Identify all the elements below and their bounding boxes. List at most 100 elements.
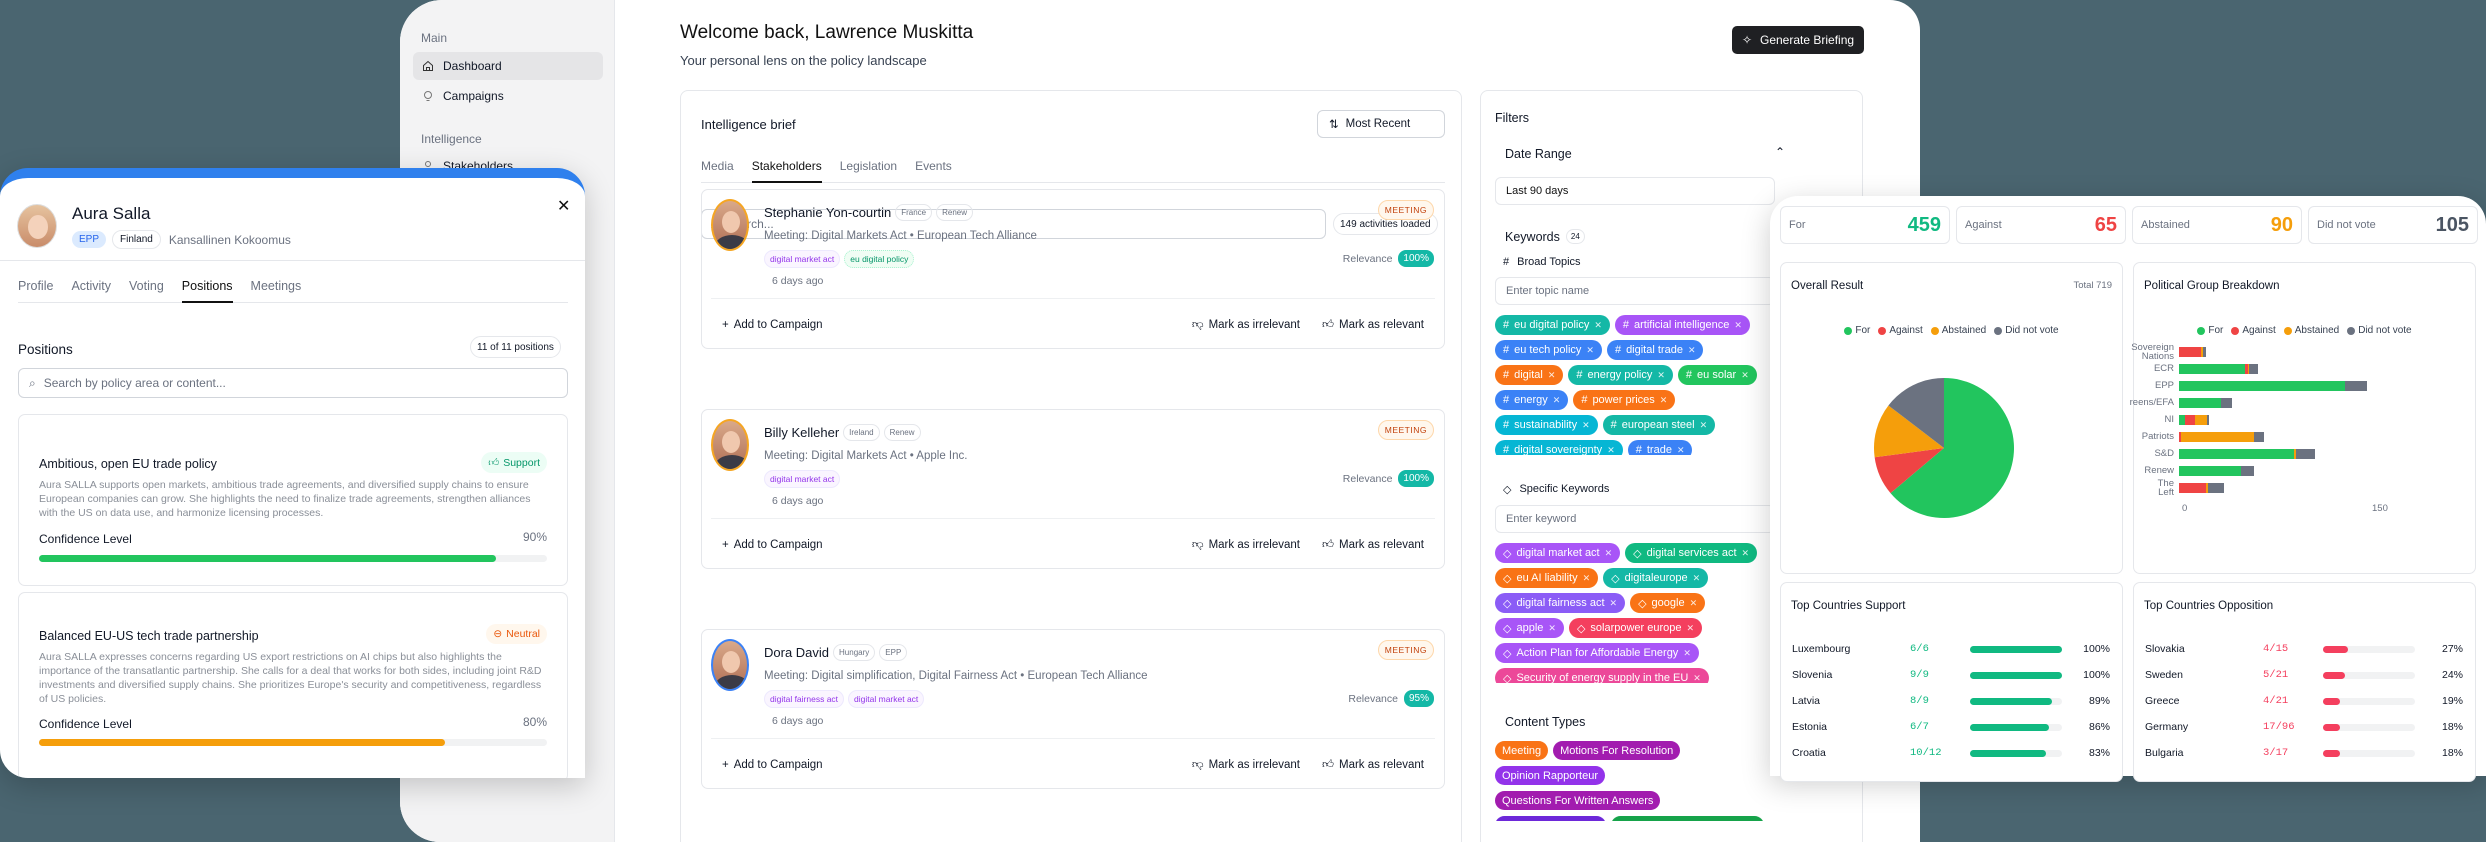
mark-irrelevant-button[interactable]: 👎︎ Mark as irrelevant [1192,538,1300,552]
filter-chip[interactable]: ◇ google ✕ [1630,593,1706,613]
remove-chip-icon[interactable]: ✕ [1604,547,1613,558]
topic-name-input[interactable]: Enter topic name [1495,277,1775,305]
filter-chip[interactable]: Motions For Resolution [1553,741,1681,760]
stakeholder-name[interactable]: Dora David Hungary EPP [764,644,908,661]
vote-stat-for: For 459 [1780,206,1950,244]
tag-icon: ◇ [1503,622,1512,635]
tab-activity[interactable]: Activity [71,279,112,293]
filter-chip[interactable]: # eu solar ✕ [1677,365,1757,385]
remove-chip-icon[interactable]: ✕ [1689,597,1698,608]
position-description: Aura SALLA expresses concerns regarding … [39,651,542,705]
close-icon[interactable]: ✕ [557,198,571,215]
mark-irrelevant-button[interactable]: 👎︎ Mark as irrelevant [1192,318,1300,332]
mark-relevant-button[interactable]: 👍︎ Mark as relevant [1322,318,1424,332]
remove-chip-icon[interactable]: ✕ [1609,597,1618,608]
remove-chip-icon[interactable]: ✕ [1692,572,1701,583]
filter-chip[interactable]: ◇ Action Plan for Affordable Energy ✕ [1495,643,1699,663]
tab-positions[interactable]: Positions [181,279,233,303]
chip-label: artificial intelligence [1634,319,1730,331]
remove-chip-icon[interactable]: ✕ [1582,572,1591,583]
neutral-badge: ⊖ Neutral [486,624,547,644]
pie-slice-abstained [1874,405,1944,458]
remove-chip-icon[interactable]: ✕ [1686,622,1695,633]
filter-chip[interactable]: # energy ✕ [1495,390,1569,410]
add-to-campaign-button[interactable]: + Add to Campaign [722,318,823,332]
remove-chip-icon[interactable]: ✕ [1741,369,1749,380]
add-to-campaign-button[interactable]: + Add to Campaign [722,538,823,552]
remove-chip-icon[interactable]: ✕ [1676,444,1685,455]
remove-chip-icon[interactable]: ✕ [1699,419,1708,430]
remove-chip-icon[interactable]: ✕ [1594,319,1602,330]
filter-chip[interactable]: # eu digital policy ✕ [1495,315,1610,335]
group-label: EPP [2154,380,2174,391]
filter-chip[interactable]: # digital sovereignty ✕ [1495,440,1623,455]
group-label: reens/EFA [2129,397,2174,408]
filter-chip[interactable]: # eu tech policy ✕ [1495,340,1602,360]
filter-chip[interactable]: ◇ solarpower europe ✕ [1568,618,1703,638]
mark-irrelevant-button[interactable]: 👎︎ Mark as irrelevant [1192,758,1300,772]
remove-chip-icon[interactable]: ✕ [1586,344,1594,355]
generate-briefing-button[interactable]: ✧ Generate Briefing [1732,26,1864,54]
filter-chip[interactable]: Meeting [1495,741,1549,760]
filter-chip[interactable]: # artificial intelligence ✕ [1614,315,1750,335]
group-bar-row: ECR [2114,362,2259,375]
mark-relevant-button[interactable]: 👍︎ Mark as relevant [1322,758,1424,772]
axis-tick: 150 [2372,503,2388,514]
remove-chip-icon[interactable]: ✕ [1683,647,1691,658]
stakeholder-name[interactable]: Stephanie Yon-courtin France Renew [764,204,974,221]
remove-chip-icon[interactable]: ✕ [1687,344,1696,355]
filter-chip[interactable]: ◇ eu AI liability ✕ [1495,568,1599,588]
remove-chip-icon[interactable]: ✕ [1552,394,1561,405]
mark-relevant-button[interactable]: 👍︎ Mark as relevant [1322,538,1424,552]
remove-chip-icon[interactable]: ✕ [1548,622,1556,633]
filter-chip[interactable]: ◇ digitaleurope ✕ [1603,568,1709,588]
filter-chip[interactable]: # digital ✕ [1495,365,1564,385]
bar-segment [2248,363,2250,374]
tab-media[interactable]: Media [701,159,734,173]
remove-chip-icon[interactable]: ✕ [1547,369,1556,380]
stat-value: 459 [1907,213,1941,236]
tab-voting[interactable]: Voting [129,279,164,293]
filter-chip[interactable]: # energy policy ✕ [1568,365,1673,385]
tab-legislation[interactable]: Legislation [839,159,898,173]
filter-chip[interactable]: # european steel ✕ [1602,415,1716,435]
add-to-campaign-button[interactable]: + Add to Campaign [722,758,823,772]
positions-search-input[interactable]: ⌕ Search by policy area or content... [18,368,568,398]
chevron-up-icon[interactable]: ⌃ [1775,145,1786,159]
stakeholder-name[interactable]: Billy Kelleher Ireland Renew [764,424,921,441]
remove-chip-icon[interactable]: ✕ [1582,419,1590,430]
filter-chip[interactable]: Opinion Rapporteur [1495,766,1606,785]
date-range-select[interactable]: Last 90 days [1495,177,1775,205]
home-icon [423,60,433,71]
keyword-input[interactable]: Enter keyword [1495,505,1775,533]
activity-description: Meeting: Digital Markets Act • European … [764,230,1037,242]
remove-chip-icon[interactable]: ✕ [1734,319,1742,330]
sort-dropdown[interactable]: ⇅ Most Recent [1317,110,1445,138]
country-pill: France [895,204,933,221]
filter-chip[interactable]: # power prices ✕ [1573,390,1676,410]
chip-label: Action Plan for Affordable Energy [1516,647,1679,659]
sidebar-item-campaigns[interactable]: Campaigns [413,82,603,110]
filter-chip[interactable]: ◇ digital fairness act ✕ [1495,593,1626,613]
remove-chip-icon[interactable]: ✕ [1657,369,1665,380]
remove-chip-icon[interactable]: ✕ [1741,547,1750,558]
remove-chip-icon[interactable]: ✕ [1607,444,1615,455]
filter-chip[interactable]: ◇ Security of energy supply in the EU ✕ [1495,668,1709,683]
tab-meetings[interactable]: Meetings [250,279,302,293]
top-support-title: Top Countries Support [1791,600,1906,612]
filter-chip[interactable]: ◇ digital services act ✕ [1625,543,1758,563]
tab-profile[interactable]: Profile [18,279,54,293]
filter-chip[interactable]: Reports Shadow Rapporteur [1610,816,1765,821]
remove-chip-icon[interactable]: ✕ [1693,672,1701,683]
filter-chip[interactable]: # sustainability ✕ [1495,415,1598,435]
filter-chip[interactable]: Questions For Written Answers [1495,791,1661,810]
filter-chip[interactable]: # trade ✕ [1627,440,1693,455]
filter-chip[interactable]: ◇ apple ✕ [1495,618,1564,638]
filter-chip[interactable]: Reports Rapporteur [1495,816,1606,821]
sidebar-item-dashboard[interactable]: Dashboard [413,52,603,80]
tab-events[interactable]: Events [915,159,952,173]
filter-chip[interactable]: ◇ digital market act ✕ [1495,543,1621,563]
filter-chip[interactable]: # digital trade ✕ [1606,340,1704,360]
remove-chip-icon[interactable]: ✕ [1659,394,1668,405]
tab-stakeholders[interactable]: Stakeholders [751,159,822,183]
